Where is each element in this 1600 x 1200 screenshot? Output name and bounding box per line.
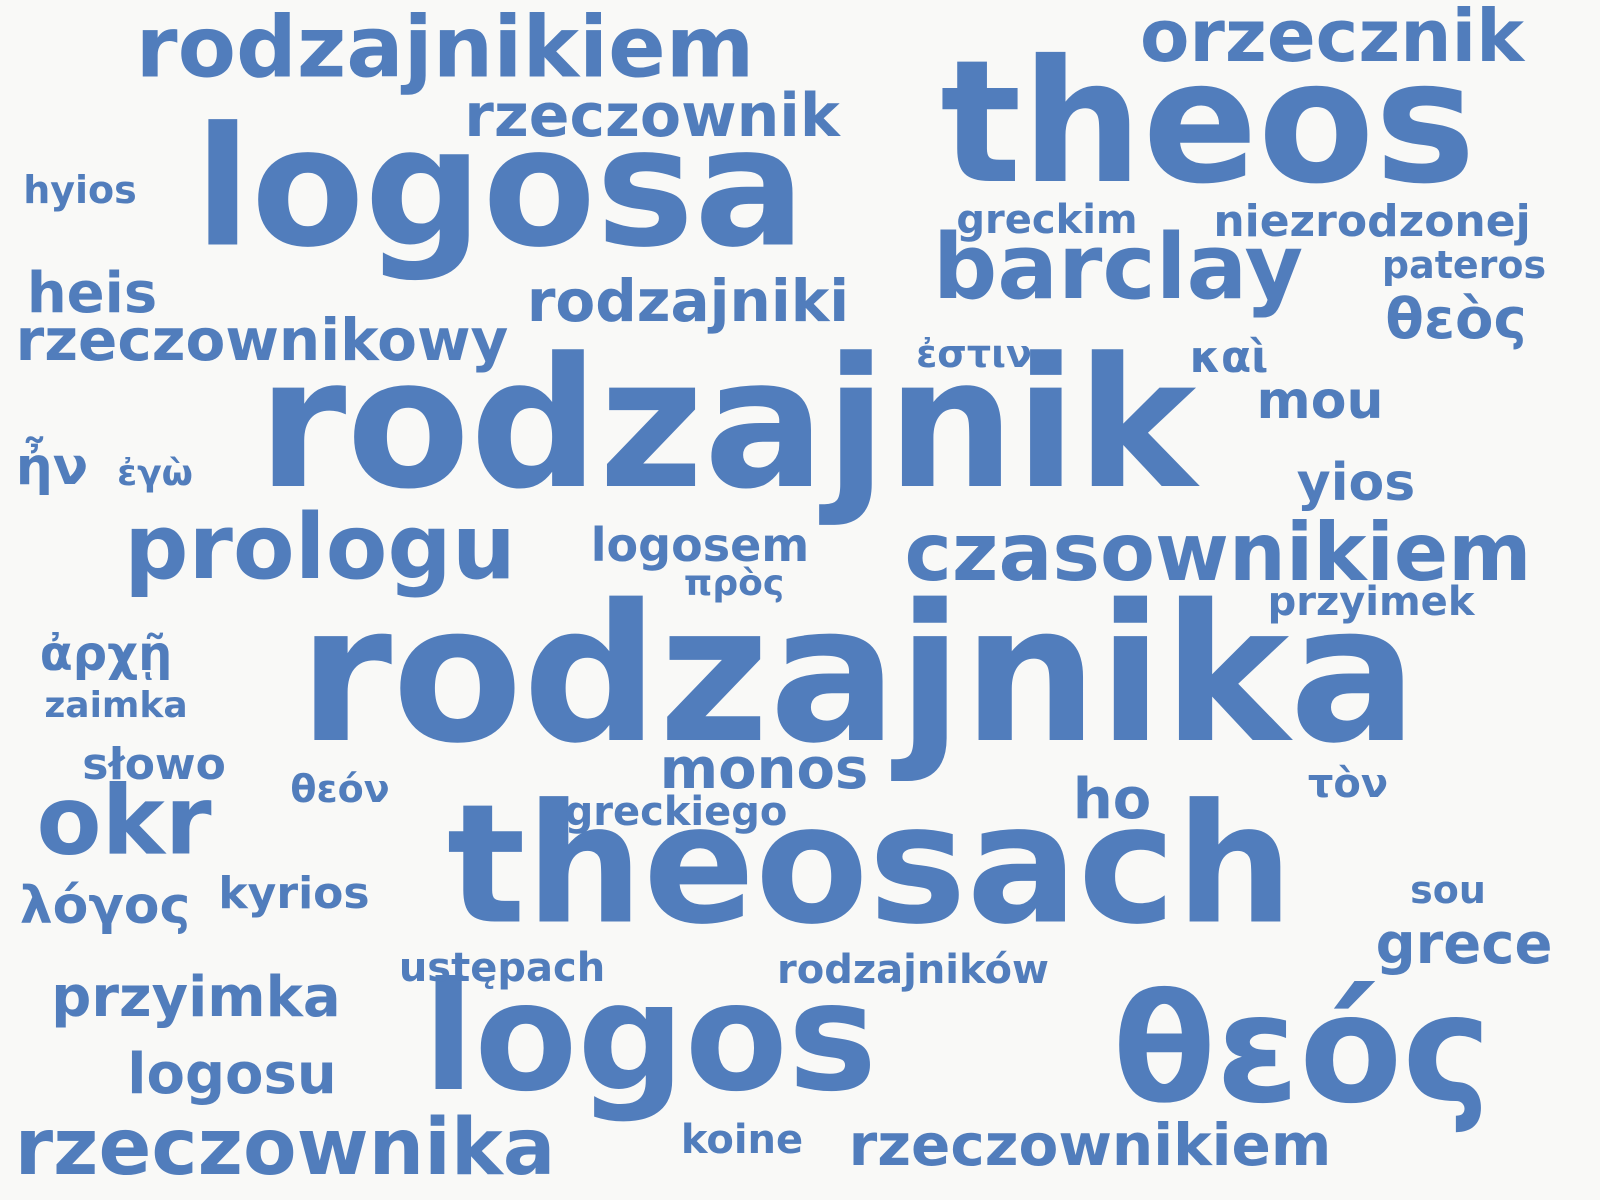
cloud-word-logosem: logosem: [590, 518, 810, 572]
cloud-word-greckiego: greckiego: [564, 789, 788, 835]
cloud-word-pros-greek: πρὸς: [683, 563, 785, 604]
cloud-word-przyimek: przyimek: [1267, 579, 1475, 625]
cloud-word-rodzajniki: rodzajniki: [526, 267, 850, 335]
cloud-word-barclay: barclay: [932, 215, 1304, 320]
cloud-word-rzeczownik: rzeczownik: [464, 81, 840, 151]
cloud-word-rodzajnikow: rodzajników: [777, 947, 1049, 993]
cloud-word-theon-greek: θεόν: [290, 767, 390, 811]
cloud-word-hyios: hyios: [23, 168, 137, 212]
cloud-word-mou: mou: [1256, 371, 1384, 431]
cloud-word-ego-greek: ἐγὼ: [117, 453, 193, 494]
cloud-word-logosa: logosa: [194, 91, 806, 284]
cloud-word-kyrios: kyrios: [218, 868, 370, 919]
cloud-word-slowo: słowo: [82, 739, 226, 790]
cloud-word-rodzajnik: rodzajnik: [257, 320, 1197, 529]
cloud-word-niezrodzonej: niezrodzonej: [1213, 196, 1531, 247]
cloud-word-orzecznik: orzecznik: [1139, 0, 1525, 78]
cloud-word-rodzajnika: rodzajnika: [298, 564, 1418, 785]
cloud-word-theosach: theosach: [446, 768, 1294, 961]
cloud-word-koine: koine: [680, 1117, 804, 1163]
cloud-word-zaimka: zaimka: [44, 685, 188, 726]
cloud-word-czasownikiem: czasownikiem: [904, 506, 1532, 599]
cloud-word-rzeczownikiem: rzeczownikiem: [848, 1111, 1332, 1179]
cloud-word-greckim: greckim: [956, 197, 1138, 243]
cloud-word-theos-greek: θεός: [1112, 963, 1492, 1137]
cloud-word-kai-greek: καὶ: [1189, 332, 1269, 383]
cloud-word-theos: theos: [940, 24, 1476, 222]
cloud-word-arche-greek: ἀρχῇ: [39, 626, 173, 682]
cloud-word-rzeczownikowy: rzeczownikowy: [15, 306, 509, 374]
cloud-word-logosu: logosu: [127, 1042, 337, 1107]
cloud-word-prologu: prologu: [124, 495, 516, 600]
cloud-word-ho: ho: [1072, 767, 1152, 832]
cloud-word-sou: sou: [1410, 868, 1486, 912]
cloud-word-logos: logos: [422, 951, 878, 1125]
cloud-word-estin-greek: ἐστιν: [916, 332, 1032, 376]
cloud-word-logos-greek: λόγος: [19, 876, 191, 936]
cloud-word-monos: monos: [659, 737, 869, 802]
cloud-word-pateros: pateros: [1381, 243, 1547, 287]
cloud-word-yios: yios: [1296, 453, 1416, 513]
cloud-word-en-greek: ἦν: [15, 437, 89, 497]
cloud-word-ton-greek: τὸν: [1307, 761, 1389, 807]
cloud-word-rodzajnikiem: rodzajnikiem: [135, 0, 755, 98]
cloud-word-theos-greek-grave: θεὸς: [1385, 287, 1527, 352]
cloud-word-okr: okr: [36, 766, 212, 877]
cloud-word-heis: heis: [26, 261, 158, 326]
cloud-word-przyimka: przyimka: [51, 965, 341, 1030]
cloud-word-rzeczownika: rzeczownika: [14, 1103, 556, 1193]
cloud-word-grece: grece: [1375, 912, 1553, 977]
cloud-word-ustepach: ustępach: [398, 945, 606, 991]
